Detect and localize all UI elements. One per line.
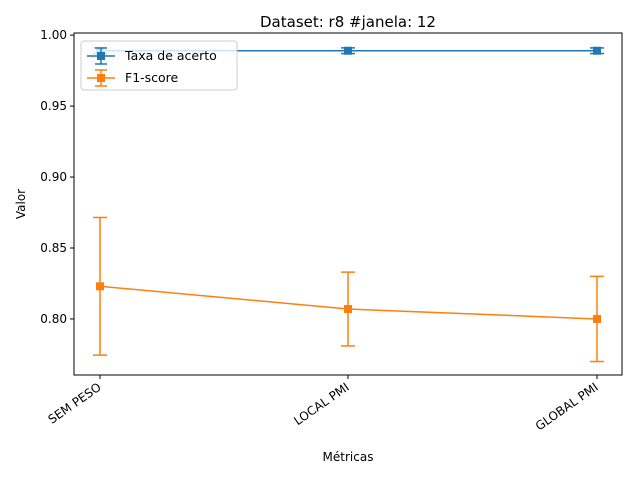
y-tick-label: 0.85 [40, 241, 67, 255]
legend-item: F1-score [87, 69, 179, 87]
legend: Taxa de acerto F1-score [80, 40, 238, 91]
data-point [593, 314, 601, 323]
y-tick-label: 0.80 [40, 312, 67, 326]
data-point [344, 305, 352, 314]
legend-marker [97, 74, 105, 82]
x-tick-label: SEM PESO [46, 380, 104, 427]
legend-box [80, 40, 238, 91]
x-tick-label: GLOBAL PMI [533, 380, 601, 433]
plot-frame [73, 32, 623, 376]
data-point [96, 282, 104, 291]
y-axis: 0.80 0.85 0.90 0.95 1.00 [40, 28, 74, 326]
series-1 [93, 216, 604, 363]
data-point [593, 46, 601, 55]
y-tick-label: 0.90 [40, 170, 67, 184]
y-tick-label: 0.95 [40, 99, 67, 113]
legend-item: Taxa de acerto [87, 47, 217, 65]
x-axis: SEM PESO LOCAL PMI GLOBAL PMI [46, 375, 601, 433]
x-tick-label: LOCAL PMI [291, 380, 351, 428]
data-point [344, 46, 352, 55]
chart-title: Dataset: r8 #janela: 12 [260, 13, 436, 31]
y-axis-label: Valor [14, 189, 28, 219]
y-tick-label: 1.00 [40, 28, 67, 42]
legend-marker [97, 52, 105, 60]
legend-label: F1-score [125, 70, 179, 85]
legend-label: Taxa de acerto [124, 48, 217, 63]
x-axis-label: Métricas [323, 450, 374, 464]
